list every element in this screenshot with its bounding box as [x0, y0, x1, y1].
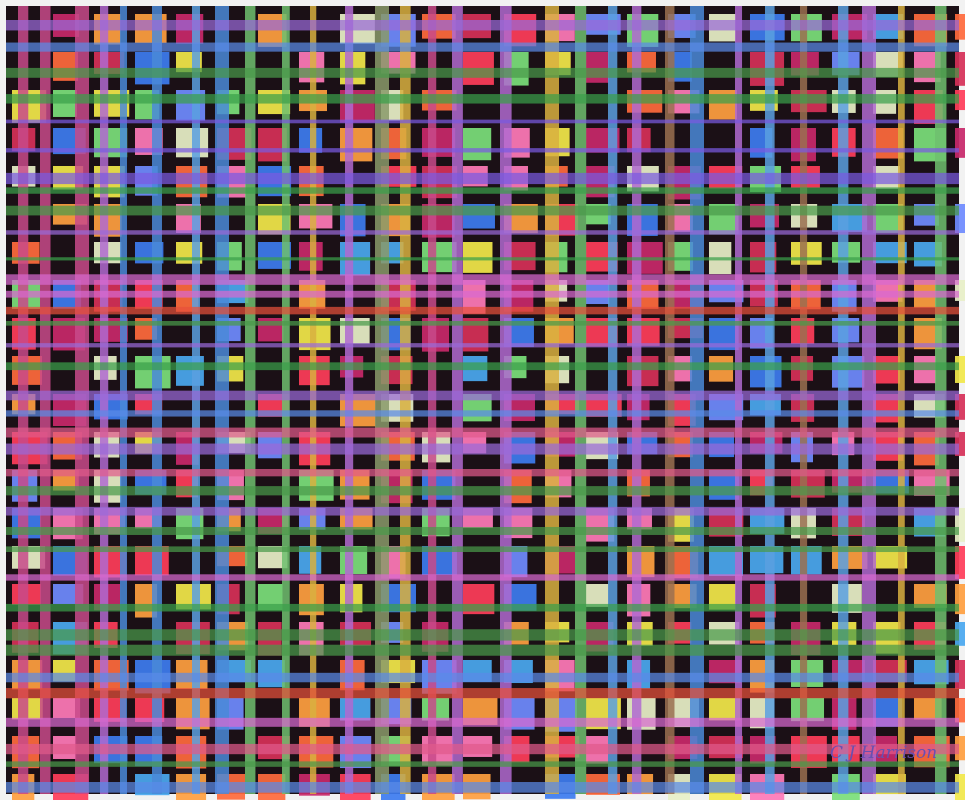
color-block	[955, 622, 965, 646]
horizontal-stripe	[6, 717, 959, 727]
color-block	[955, 204, 965, 234]
horizontal-stripe	[6, 257, 959, 261]
horizontal-stripe	[6, 390, 959, 401]
color-block	[791, 698, 825, 722]
color-block	[627, 356, 659, 387]
color-block	[586, 52, 609, 83]
horizontal-stripe	[6, 94, 959, 104]
horizontal-stripe	[6, 187, 959, 194]
horizontal-stripe	[6, 148, 959, 153]
color-block	[709, 698, 741, 721]
color-block	[422, 128, 456, 157]
horizontal-stripe	[6, 306, 959, 315]
horizontal-stripe	[6, 410, 959, 417]
horizontal-stripe	[6, 205, 959, 216]
horizontal-stripe	[6, 468, 959, 477]
color-block	[955, 660, 965, 689]
color-block	[258, 14, 287, 47]
color-block	[627, 14, 659, 47]
horizontal-stripe	[6, 629, 959, 641]
color-block	[955, 90, 965, 111]
color-block	[463, 128, 492, 161]
horizontal-stripe	[6, 343, 959, 348]
horizontal-stripe	[6, 782, 959, 793]
horizontal-stripe	[6, 67, 959, 78]
horizontal-stripe	[6, 506, 959, 516]
horizontal-stripe	[6, 42, 959, 52]
horizontal-stripe	[6, 20, 959, 31]
horizontal-stripe	[6, 603, 959, 612]
horizontal-stripe	[6, 743, 959, 755]
horizontal-stripe	[6, 526, 959, 535]
horizontal-stripe	[6, 274, 959, 285]
horizontal-stripe	[6, 362, 959, 371]
color-block	[955, 356, 965, 383]
color-block	[955, 774, 965, 800]
color-block	[53, 698, 81, 719]
color-block	[955, 14, 965, 40]
color-block	[955, 546, 965, 579]
horizontal-stripe	[6, 644, 959, 656]
color-block	[955, 508, 965, 542]
color-block	[955, 432, 965, 456]
horizontal-stripe	[6, 230, 959, 235]
signature: C J Harrison	[830, 743, 937, 763]
horizontal-stripe	[6, 761, 959, 767]
color-block	[955, 584, 965, 615]
color-block	[955, 698, 965, 723]
color-block	[955, 52, 965, 86]
color-block	[955, 128, 965, 158]
color-block	[955, 280, 965, 301]
horizontal-stripe	[6, 546, 959, 553]
horizontal-stripe	[6, 688, 959, 699]
horizontal-stripe	[6, 320, 959, 326]
color-block	[955, 736, 965, 761]
horizontal-stripe	[6, 172, 959, 185]
horizontal-stripe	[6, 427, 959, 438]
horizontal-stripe	[6, 574, 959, 581]
horizontal-stripe	[6, 672, 959, 683]
color-block	[955, 394, 965, 420]
color-block	[914, 698, 942, 720]
color-block	[340, 128, 373, 162]
horizontal-stripe	[6, 290, 959, 298]
color-block	[340, 698, 371, 721]
horizontal-stripes	[6, 20, 959, 793]
horizontal-stripe	[6, 119, 959, 124]
horizontal-stripe	[6, 443, 959, 455]
horizontal-stripe	[6, 486, 959, 496]
color-block	[422, 242, 457, 273]
color-block	[586, 584, 609, 607]
